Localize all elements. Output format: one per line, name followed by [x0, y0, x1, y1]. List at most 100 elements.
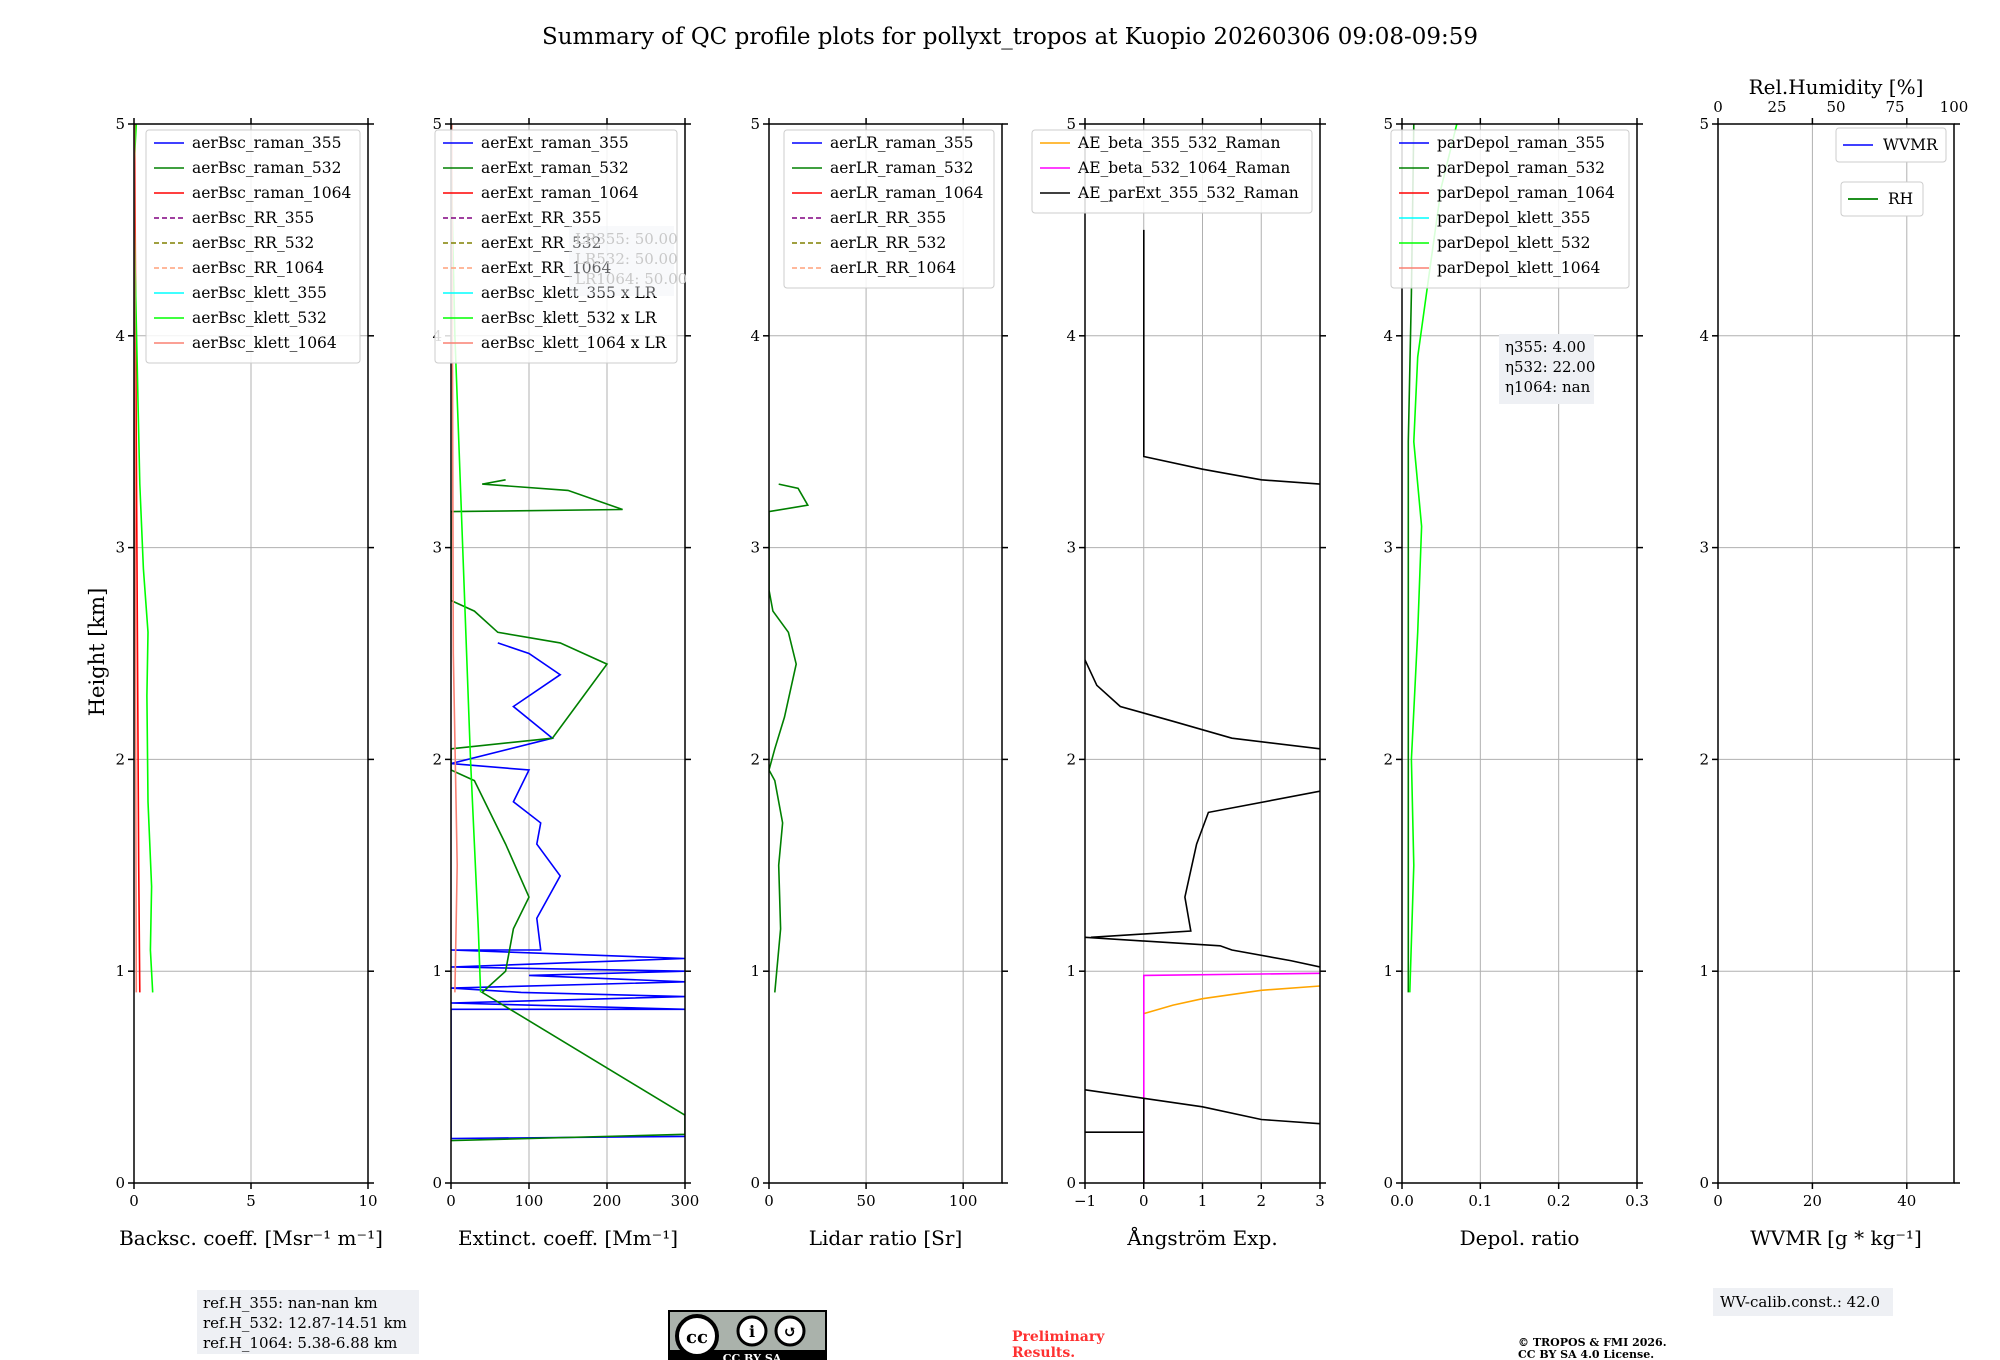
legend-label: aerExt_RR_532 [481, 234, 602, 252]
y-tick-label: 1 [432, 962, 442, 980]
cc-by-sa-logo: cc i ↺ CC BY SA [668, 1310, 827, 1360]
svg-text:i: i [749, 1322, 755, 1341]
annotation-text: LR532: 50.00 [575, 250, 678, 268]
y-tick-label: 4 [1699, 327, 1709, 345]
x-tick-label: 100 [515, 1192, 544, 1210]
top-x-tick-label: 0 [1713, 98, 1723, 116]
legend-label: parDepol_raman_1064 [1437, 184, 1615, 202]
legend-label: aerExt_raman_355 [481, 134, 629, 152]
x-axis-label: Lidar ratio [Sr] [809, 1226, 963, 1250]
x-tick-label: 0.3 [1625, 1192, 1649, 1210]
y-tick-label: 0 [750, 1174, 760, 1192]
x-tick-label: 0 [764, 1192, 774, 1210]
y-tick-label: 1 [1699, 962, 1709, 980]
legend-label: aerLR_RR_532 [830, 234, 946, 252]
top-x-tick-label: 100 [1940, 98, 1969, 116]
top-x-tick-label: 50 [1826, 98, 1845, 116]
svg-text:cc: cc [686, 1327, 708, 1348]
y-tick-label: 4 [750, 327, 760, 345]
copyright: © TROPOS & FMI 2026. [1518, 1336, 1667, 1349]
legend-label: RH [1888, 190, 1913, 208]
y-tick-label: 3 [432, 539, 442, 557]
legend-label: aerBsc_klett_1064 x LR [481, 334, 668, 352]
y-tick-label: 3 [750, 539, 760, 557]
preliminary-note: Preliminary [1012, 1329, 1105, 1345]
x-tick-label: −1 [1074, 1192, 1096, 1210]
y-tick-label: 3 [115, 539, 125, 557]
series-line-aerBsc-klett-1064-x-LR [451, 124, 459, 993]
legend: WVMR RH [1835, 127, 1947, 217]
legend-label: aerExt_RR_355 [481, 209, 602, 227]
x-tick-label: 100 [949, 1192, 978, 1210]
svg-text:↺: ↺ [783, 1322, 796, 1341]
y-tick-label: 0 [432, 1174, 442, 1192]
y-tick-label: 3 [1066, 539, 1076, 557]
legend-label: aerLR_RR_355 [830, 209, 946, 227]
legend-label: aerBsc_klett_532 [192, 309, 327, 327]
annotation-text: η532: 22.00 [1505, 358, 1595, 376]
x-tick-label: 0 [1139, 1192, 1149, 1210]
preliminary-note-2: Results. [1012, 1345, 1075, 1360]
series-line-AE-parExt-355-532-Raman [1085, 229, 1320, 1183]
y-tick-label: 2 [1066, 750, 1076, 768]
legend-label: aerBsc_klett_1064 [192, 334, 337, 352]
y-tick-label: 2 [115, 750, 125, 768]
y-tick-label: 0 [115, 1174, 125, 1192]
axes-frame [768, 123, 1003, 1184]
x-axis-label: Backsc. coeff. [Msr⁻¹ m⁻¹] [119, 1226, 383, 1250]
legend-label: AE_beta_355_532_Raman [1077, 134, 1280, 152]
x-tick-label: 0 [1713, 1192, 1723, 1210]
x-tick-label: 3 [1315, 1192, 1325, 1210]
y-tick-label: 4 [1383, 327, 1393, 345]
legend-label: parDepol_klett_355 [1437, 209, 1590, 227]
axes-frame [1084, 123, 1321, 1184]
x-axis-label: Depol. ratio [1460, 1226, 1580, 1250]
svg-text:CC BY SA: CC BY SA [723, 1352, 782, 1360]
legend-label: aerLR_raman_532 [830, 159, 973, 177]
x-tick-label: 50 [857, 1192, 876, 1210]
refh-1064: ref.H_1064: 5.38-6.88 km [203, 1334, 397, 1352]
legend-label: AE_beta_532_1064_Raman [1077, 159, 1290, 177]
legend-label: aerLR_RR_1064 [830, 259, 956, 277]
x-axis-label: WVMR [g * kg⁻¹] [1750, 1226, 1922, 1250]
x-tick-label: 40 [1897, 1192, 1916, 1210]
refh-532: ref.H_532: 12.87-14.51 km [203, 1314, 407, 1332]
legend: parDepol_raman_355 parDepol_raman_532 parD… [1390, 129, 1630, 289]
y-tick-label: 2 [750, 750, 760, 768]
panel-3: 0 50 100 0 1 2 3 4 5 Lidar ratio [Sr] aerLR_raman_… [750, 115, 1008, 1250]
refh-355: ref.H_355: nan-nan km [203, 1294, 378, 1312]
legend-label: AE_parExt_355_532_Raman [1077, 184, 1299, 202]
y-tick-label: 5 [1066, 115, 1076, 133]
top-x-tick-label: 25 [1767, 98, 1786, 116]
x-tick-label: 5 [246, 1192, 256, 1210]
top-x-axis-label: Rel.Humidity [%] [1749, 75, 1924, 99]
legend-label: aerBsc_raman_355 [192, 134, 342, 152]
legend: AE_beta_355_532_Raman AE_beta_532_1064_Ra… [1031, 129, 1313, 214]
y-tick-label: 0 [1383, 1174, 1393, 1192]
y-tick-label: 2 [1383, 750, 1393, 768]
x-tick-label: 20 [1803, 1192, 1822, 1210]
license-text: CC BY SA 4.0 License. [1518, 1348, 1654, 1360]
lidar-ratio-annotation: LR355: 50.00 LR532: 50.00 LR1064: 50.00 [569, 226, 687, 296]
legend-label: aerExt_RR_1064 [481, 259, 612, 277]
axes-frame [1717, 123, 1955, 1184]
axes-frame [450, 123, 686, 1184]
y-tick-label: 5 [750, 115, 760, 133]
x-tick-label: 0 [129, 1192, 139, 1210]
y-tick-label: 2 [1699, 750, 1709, 768]
x-tick-label: 0.1 [1468, 1192, 1492, 1210]
y-tick-label: 0 [1066, 1174, 1076, 1192]
annotation-text: η355: 4.00 [1505, 338, 1586, 356]
legend-label: aerBsc_klett_532 x LR [481, 309, 658, 327]
annotation-text: LR355: 50.00 [575, 230, 678, 248]
legend-label: aerBsc_RR_1064 [192, 259, 324, 277]
y-tick-label: 5 [115, 115, 125, 133]
wv-calib: WV-calib.const.: 42.0 [1720, 1293, 1880, 1311]
top-x-tick-label: 75 [1885, 98, 1904, 116]
y-tick-label: 3 [1699, 539, 1709, 557]
y-tick-label: 1 [115, 962, 125, 980]
eta-annotation: η355: 4.00 η532: 22.00 η1064: nan [1499, 334, 1595, 404]
x-tick-label: 0 [446, 1192, 456, 1210]
y-axis-label: Height [km] [85, 588, 109, 717]
